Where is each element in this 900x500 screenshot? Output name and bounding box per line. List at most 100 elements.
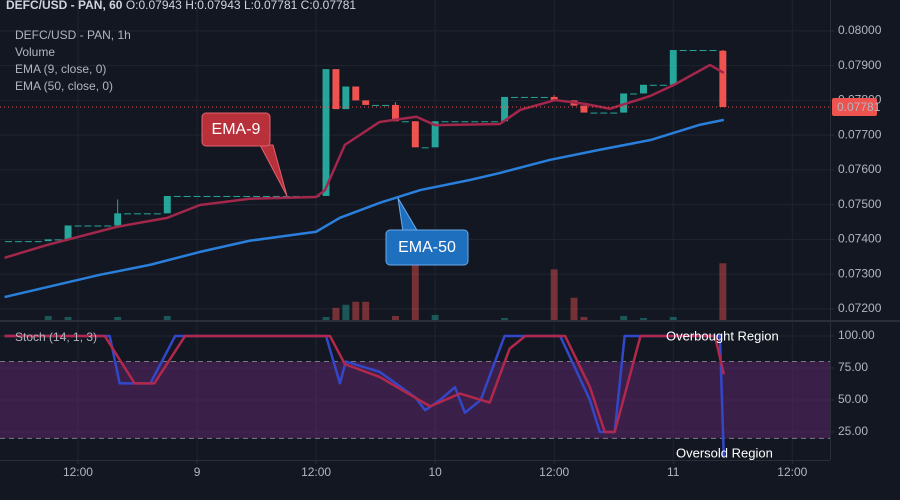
x-tick-label: 12:00 xyxy=(63,465,93,479)
candle-body xyxy=(689,50,697,52)
candle-body xyxy=(540,96,548,98)
last-price-label: 0.07781 xyxy=(837,100,881,114)
callout-text: EMA-9 xyxy=(212,121,261,138)
volume-bar xyxy=(669,316,677,320)
volume-bar xyxy=(332,307,340,320)
ohlc-open: O:0.07943 xyxy=(126,0,182,12)
volume-bar xyxy=(391,315,399,320)
y-tick-label: 0.08000 xyxy=(838,23,882,37)
candle-body xyxy=(630,93,638,95)
ohlc-low: L:0.07781 xyxy=(244,0,298,12)
stoch-band-layer xyxy=(0,361,830,439)
indicator-line xyxy=(4,334,726,434)
candle-body xyxy=(263,195,270,197)
y-tick-label: 75.00 xyxy=(838,360,868,374)
volume-bar xyxy=(411,244,419,320)
header: DEFC/USD - PAN, 60 O:0.07943 H:0.07943 L… xyxy=(6,0,356,12)
y-tick-label: 0.07200 xyxy=(838,301,882,315)
axes-layer: 0.07200 0.07300 0.07400 0.07500 0.07600 0.077… xyxy=(63,23,882,479)
volume-bar xyxy=(640,317,647,320)
candle-body xyxy=(501,96,509,122)
candle-body xyxy=(481,121,489,123)
candle-body xyxy=(193,195,201,197)
volume-bar xyxy=(620,315,628,320)
legend-stoch: Stoch (14, 1, 3) xyxy=(15,330,97,344)
candle-body xyxy=(44,239,52,242)
candle-body xyxy=(520,96,528,98)
volume-bar xyxy=(352,301,360,320)
candle-body xyxy=(600,112,608,114)
ohlc-high: H:0.07943 xyxy=(185,0,241,12)
y-tick-label: 0.07600 xyxy=(838,162,882,176)
candle-body xyxy=(183,195,191,197)
candle-body xyxy=(372,104,380,106)
candle-body xyxy=(391,104,399,122)
candle-body xyxy=(114,213,122,226)
candle-body xyxy=(669,50,677,85)
candle-body xyxy=(550,96,558,101)
candle-body xyxy=(94,225,102,227)
candle-body xyxy=(709,50,717,52)
candle-body xyxy=(74,225,82,227)
indicator-line xyxy=(4,63,725,260)
y-tick-label: 0.07400 xyxy=(838,232,882,246)
callout-box xyxy=(385,229,469,266)
candle-body xyxy=(382,104,390,106)
candle-body xyxy=(342,86,350,110)
candle-body xyxy=(153,213,161,215)
legend-volume: Volume xyxy=(15,45,55,59)
candle-body xyxy=(173,195,181,197)
volume-layer xyxy=(44,244,727,320)
candle-body xyxy=(411,121,419,148)
candle-body xyxy=(134,213,141,215)
y-tick-label: 0.07700 xyxy=(838,127,882,141)
candle-body xyxy=(451,121,459,123)
volume-bar xyxy=(362,301,370,320)
candle-body xyxy=(679,50,687,52)
candle-body xyxy=(421,147,429,149)
candle-body xyxy=(332,69,340,110)
candle-body xyxy=(282,195,290,197)
y-tick-label: 100.00 xyxy=(838,328,875,342)
candle-body xyxy=(530,96,538,98)
overbought-label: Overbought Region xyxy=(666,328,779,343)
x-tick-label: 12:00 xyxy=(777,465,807,479)
volume-bar xyxy=(44,315,52,320)
candle-body xyxy=(640,84,647,94)
x-tick-label: 11 xyxy=(667,465,680,479)
candle-body xyxy=(272,195,280,197)
candle-body xyxy=(64,225,72,240)
candle-body xyxy=(620,93,628,113)
candle-body xyxy=(14,241,22,243)
candle-body xyxy=(471,121,479,123)
candle-body xyxy=(511,96,518,98)
ohlc-close: C:0.07781 xyxy=(301,0,357,12)
candle-body xyxy=(104,225,112,227)
candle-body xyxy=(253,195,261,197)
x-tick-label: 12:00 xyxy=(301,465,331,479)
candle-body xyxy=(610,112,618,114)
candle-body xyxy=(5,241,13,243)
volume-bar xyxy=(431,314,439,320)
x-tick-label: 9 xyxy=(194,465,201,479)
candle-body xyxy=(699,50,707,52)
legend-ema50: EMA (50, close, 0) xyxy=(15,79,113,93)
symbol-title: DEFC/USD - PAN, 60 xyxy=(6,0,123,12)
x-tick-label: 12:00 xyxy=(539,465,569,479)
y-tick-label: 0.07500 xyxy=(838,197,882,211)
volume-bar xyxy=(570,297,578,320)
candle-body xyxy=(84,225,92,227)
y-tick-label: 25.00 xyxy=(838,424,868,438)
candle-body xyxy=(719,50,727,108)
candle-body xyxy=(441,121,449,123)
candle-body xyxy=(124,213,132,215)
candle-body xyxy=(203,195,211,197)
candle-body xyxy=(649,84,657,86)
candle-body xyxy=(54,239,62,241)
candle-body xyxy=(659,84,667,86)
candle-body xyxy=(213,195,221,197)
stoch-band xyxy=(0,361,830,439)
volume-bar xyxy=(580,316,588,320)
candle-body xyxy=(352,86,360,101)
